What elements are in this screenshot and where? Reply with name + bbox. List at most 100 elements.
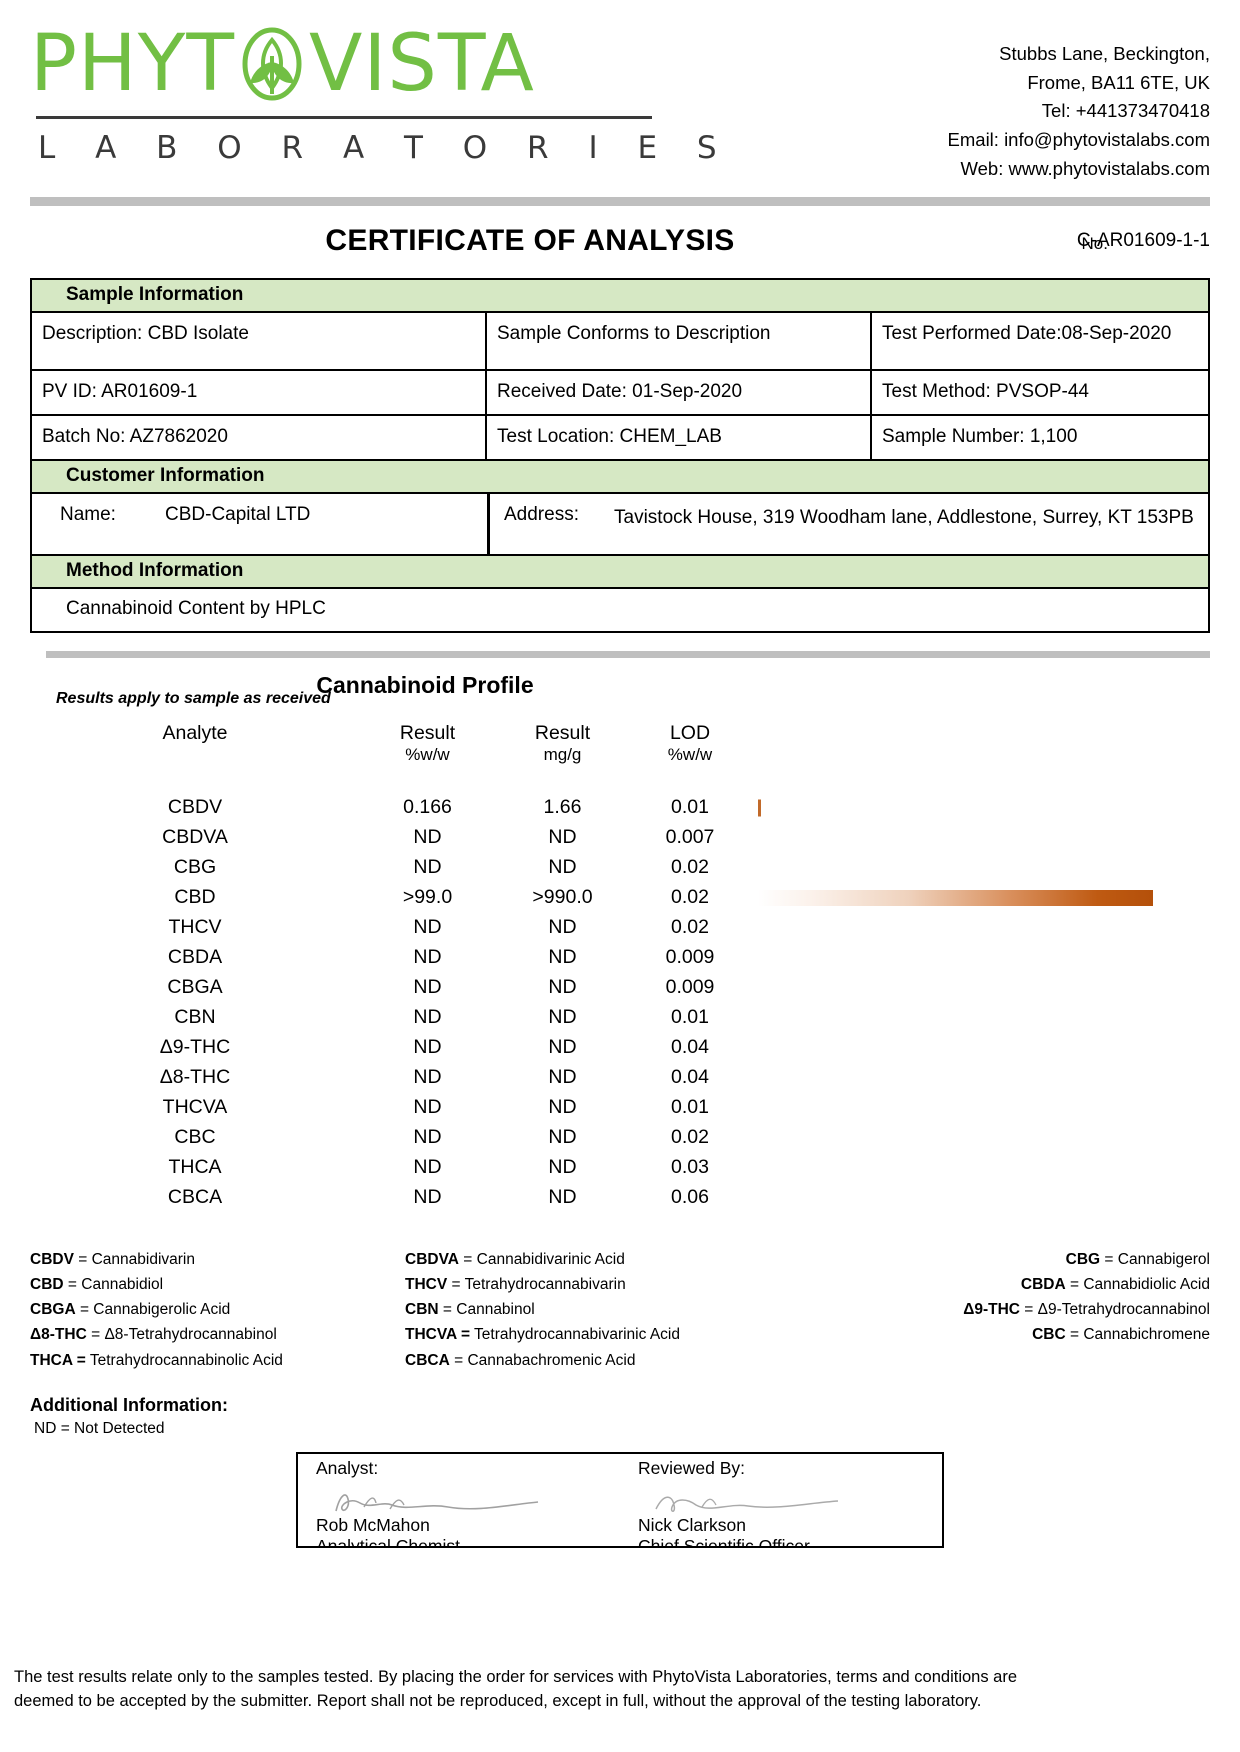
header-result-mgg: Result mg/g xyxy=(534,721,591,764)
cell-result-mgg: >990.0 xyxy=(532,886,593,909)
legend-abbr: CBDVA xyxy=(405,1250,459,1268)
information-tables: Sample Information Description: CBD Isol… xyxy=(30,278,1210,633)
legend-item: CBD = Cannabidiol xyxy=(30,1272,405,1297)
contact-address-line2: Frome, BA11 6TE, UK xyxy=(1027,71,1210,93)
cell-analyte: CBCA xyxy=(167,1186,223,1209)
method-information-heading: Method Information xyxy=(32,555,1208,589)
cell-lod: 0.02 xyxy=(671,1126,709,1149)
cell-analyte: THCVA xyxy=(162,1096,228,1119)
reviewer-signature: Reviewed By: Nick Clarkson Chief Scienti… xyxy=(620,1454,942,1546)
header-lod: LOD %w/w xyxy=(667,721,713,764)
customer-information-heading: Customer Information xyxy=(32,460,1208,494)
cell-result-mgg: ND xyxy=(548,1186,577,1209)
cell-concentration-bar xyxy=(750,1033,1210,1063)
table-row: CBDVA ND ND 0.007 xyxy=(30,823,1210,853)
cell-result-mgg: ND xyxy=(548,946,577,969)
legend-definition: = Cannabigerol xyxy=(1100,1250,1210,1268)
legend-abbr: CBCA xyxy=(405,1351,450,1369)
profile-divider-bar xyxy=(46,650,1210,658)
cell-result-pct: ND xyxy=(413,1156,442,1179)
logo-text-part2: VISTA xyxy=(308,19,535,109)
legend-column-2: CBDVA = Cannabidivarinic Acid THCV = Tetr… xyxy=(405,1247,805,1373)
table-row: Δ8-THC ND ND 0.04 xyxy=(30,1063,1210,1093)
cell-lod: 0.04 xyxy=(671,1036,709,1059)
cbdv-concentration-tick xyxy=(758,799,761,817)
legend-definition: = Cannabidivarin xyxy=(73,1250,195,1268)
cell-result-mgg: ND xyxy=(548,976,577,999)
logo-subtitle: L A B O R A T O R I E S xyxy=(38,130,732,166)
table-row: THCVA ND ND 0.01 xyxy=(30,1093,1210,1123)
legend-abbr: CBDA xyxy=(1020,1275,1066,1293)
cell-result-mgg: ND xyxy=(548,1126,577,1149)
cell-lod: 0.009 xyxy=(665,946,715,969)
additional-information: Additional Information: ND = Not Detecte… xyxy=(30,1395,1210,1438)
analyst-name: Rob McMahon xyxy=(316,1514,430,1535)
legend-abbr: CBGA xyxy=(30,1301,76,1319)
legend-column-3: CBG = Cannabigerol CBDA = Cannabidiolic A… xyxy=(805,1247,1210,1373)
cannabinoid-profile-table: Analyte Result %w/w Result mg/g LOD %w/w xyxy=(30,721,1210,1213)
cell-analyte: CBN xyxy=(174,1006,216,1029)
table-row: CBD >99.0 >990.0 0.02 xyxy=(30,883,1210,913)
reviewer-signature-image xyxy=(638,1481,942,1515)
footer-disclaimer: The test results relate only to the samp… xyxy=(14,1665,1226,1715)
legend-item: CBC = Cannabichromene xyxy=(805,1322,1210,1347)
cell-lod: 0.03 xyxy=(671,1156,709,1179)
legend-item: CBCA = Cannabachromenic Acid xyxy=(405,1348,805,1373)
page-header: PHYT VISTA L A B O R A T O R I E S Stubb… xyxy=(16,0,1224,183)
page-title: CERTIFICATE OF ANALYSIS xyxy=(325,224,735,258)
cell-concentration-bar xyxy=(750,1123,1210,1153)
legend-abbr: CBG xyxy=(1065,1250,1101,1268)
legend-abbr: CBC xyxy=(1032,1326,1066,1344)
cell-concentration-bar xyxy=(750,883,1210,913)
cell-result-mgg: ND xyxy=(548,916,577,939)
legend-definition: = Δ8-Tetrahydrocannabinol xyxy=(86,1326,277,1344)
cell-result-pct: ND xyxy=(413,1126,442,1149)
customer-address-value: Tavistock House, 319 Woodham lane, Addle… xyxy=(614,506,1194,528)
cell-result-pct: ND xyxy=(413,856,442,879)
cell-concentration-bar xyxy=(750,793,1210,823)
cell-analyte: CBDA xyxy=(167,946,223,969)
contact-phone: Tel: +441373470418 xyxy=(1041,100,1210,122)
legend-abbr: CBDV xyxy=(30,1250,74,1268)
legend-abbr: CBN xyxy=(405,1301,439,1319)
legend-definition: = Tetrahydrocannabivarin xyxy=(447,1275,626,1293)
test-location: Test Location: CHEM_LAB xyxy=(487,416,872,459)
certificate-no-label: No. xyxy=(1081,234,1108,254)
additional-information-body: ND = Not Detected xyxy=(34,1419,165,1437)
legend-item: THCA = Tetrahydrocannabinolic Acid xyxy=(30,1348,405,1373)
signature-block: Analyst: Rob McMahon Analytical Chemist … xyxy=(296,1451,944,1548)
footer-line-1: The test results relate only to the samp… xyxy=(14,1667,1018,1686)
cell-analyte: CBD xyxy=(174,886,216,909)
reviewer-role: Chief Scientific Officer xyxy=(638,1535,810,1548)
cell-lod: 0.02 xyxy=(671,916,709,939)
sample-description: Description: CBD Isolate xyxy=(32,313,487,370)
cell-lod: 0.02 xyxy=(671,886,709,909)
cell-lod: 0.01 xyxy=(671,1006,709,1029)
sample-conforms: Sample Conforms to Description xyxy=(487,313,872,370)
header-divider-bar xyxy=(30,197,1210,207)
table-row: Batch No: AZ7862020 Test Location: CHEM_… xyxy=(32,416,1208,461)
cell-analyte: CBC xyxy=(174,1126,216,1149)
cell-result-mgg: ND xyxy=(548,826,577,849)
table-row: CBG ND ND 0.02 xyxy=(30,853,1210,883)
cell-concentration-bar xyxy=(750,823,1210,853)
legend-column-1: CBDV = Cannabidivarin CBD = Cannabidiol CB… xyxy=(30,1247,405,1373)
method-information-value: Cannabinoid Content by HPLC xyxy=(32,589,1208,633)
customer-name-label: Name: xyxy=(60,503,116,525)
received-date: Received Date: 01-Sep-2020 xyxy=(487,371,872,414)
cell-result-pct: 0.166 xyxy=(403,796,452,819)
profile-title: Cannabinoid Profile xyxy=(316,671,534,698)
reviewer-name: Nick Clarkson xyxy=(638,1514,746,1535)
certificate-no-value: C-AR01609-1-1 xyxy=(1076,230,1210,252)
sample-information-heading: Sample Information xyxy=(32,280,1208,314)
customer-row: Name: CBD-Capital LTD Address: Tavistock… xyxy=(32,493,1208,556)
cell-result-pct: >99.0 xyxy=(402,886,453,909)
cell-result-pct: ND xyxy=(413,1006,442,1029)
table-row: Δ9-THC ND ND 0.04 xyxy=(30,1033,1210,1063)
legend-item: Δ9-THC = Δ9-Tetrahydrocannabinol xyxy=(805,1297,1210,1322)
legend-item: CBDA = Cannabidiolic Acid xyxy=(805,1272,1210,1297)
cell-lod: 0.02 xyxy=(671,856,709,879)
contact-email: Email: info@phytovistalabs.com xyxy=(947,129,1210,151)
cell-result-pct: ND xyxy=(413,946,442,969)
cell-result-pct: ND xyxy=(413,826,442,849)
